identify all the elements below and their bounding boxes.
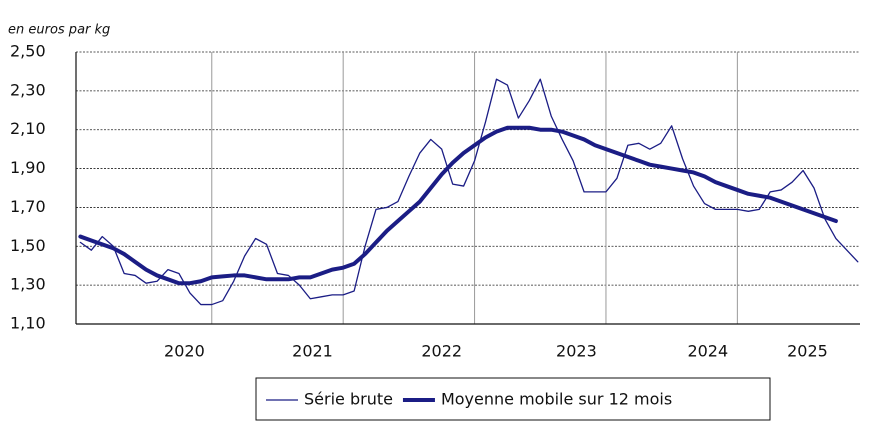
chart-subtitle: en euros par kg	[8, 23, 110, 38]
x-tick-label: 2024	[687, 342, 728, 361]
y-tick-label: 2,30	[10, 80, 46, 99]
legend-label: Moyenne mobile sur 12 mois	[441, 390, 672, 409]
y-tick-label: 1,10	[10, 314, 46, 333]
x-tick-label: 2020	[164, 342, 205, 361]
legend-label: Série brute	[304, 390, 393, 409]
y-tick-label: 1,30	[10, 275, 46, 294]
series-line	[78, 125, 838, 286]
legend-box	[255, 377, 771, 421]
x-tick-label: 2021	[292, 342, 333, 361]
y-tick-label: 2,50	[10, 42, 46, 61]
x-tick-label: 2022	[421, 342, 462, 361]
y-tick-label: 2,10	[10, 119, 46, 138]
series-line	[79, 78, 859, 306]
x-tick-label: 2023	[556, 342, 597, 361]
y-tick-label: 1,50	[10, 236, 46, 255]
y-tick-label: 1,70	[10, 197, 46, 216]
x-tick-label: 2025	[787, 342, 828, 361]
y-tick-label: 1,90	[10, 158, 46, 177]
